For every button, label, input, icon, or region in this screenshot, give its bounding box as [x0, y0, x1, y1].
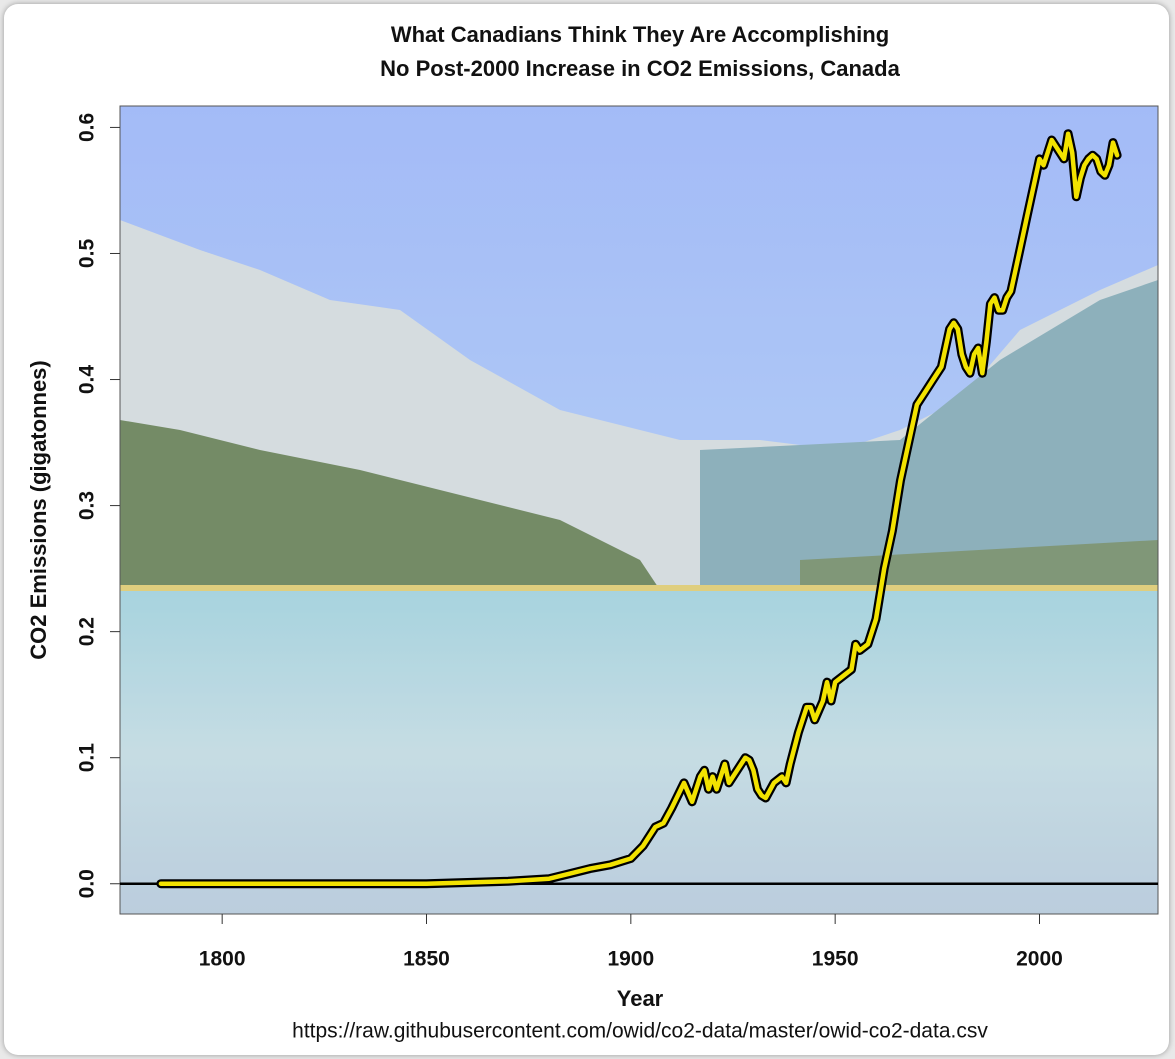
plot-border: [119, 105, 1159, 915]
chart-title: What Canadians Think They Are Accomplish…: [391, 22, 889, 47]
chart-subtitle: No Post-2000 Increase in CO2 Emissions, …: [380, 56, 900, 81]
y-tick-label: 0.5: [76, 239, 99, 269]
y-axis-label: CO2 Emissions (gigatonnes): [26, 360, 51, 660]
y-tick-label: 0.6: [76, 113, 99, 142]
y-tick-label: 0.2: [76, 617, 99, 646]
x-tick-label: 1800: [199, 948, 246, 971]
y-tick-label: 0.4: [76, 365, 99, 395]
y-tick-label: 0.0: [76, 869, 99, 898]
background-photo: [120, 106, 1158, 914]
line: [158, 131, 1120, 886]
y-tick-label: 0.3: [76, 491, 99, 520]
y-tick-label: 0.1: [76, 743, 99, 773]
source-note: https://raw.githubusercontent.com/owid/c…: [292, 1020, 988, 1043]
x-axis-label: Year: [617, 986, 664, 1011]
x-tick-label: 2000: [1016, 948, 1063, 971]
x-tick-label: 1850: [403, 948, 450, 971]
x-tick-label: 1950: [812, 948, 859, 971]
x-tick-label: 1900: [607, 948, 654, 971]
